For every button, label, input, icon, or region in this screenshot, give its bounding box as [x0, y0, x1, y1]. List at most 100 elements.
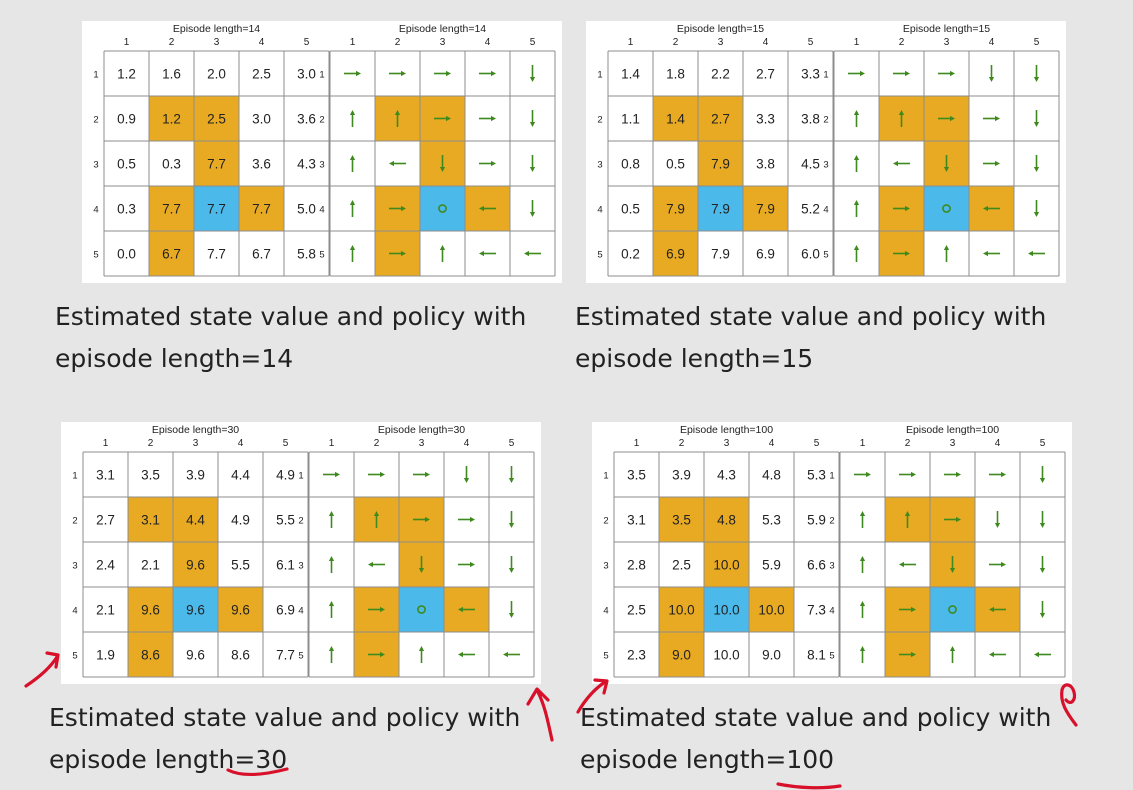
forbidden-cell	[194, 141, 239, 186]
forbidden-cell	[128, 497, 173, 542]
arrow-up-icon	[349, 155, 356, 172]
arrow-right-icon	[938, 70, 955, 77]
target-cell	[194, 186, 239, 231]
state-value-label: 7.9	[711, 247, 730, 262]
state-value-label: 4.3	[297, 157, 316, 172]
forbidden-cell	[749, 587, 794, 632]
state-value-grid-col-label: 5	[814, 438, 820, 449]
grid-cell	[698, 231, 743, 276]
arrow-up-icon	[859, 556, 866, 573]
arrow-up-icon	[853, 155, 860, 172]
state-value-grid-col-label: 5	[808, 37, 814, 48]
grid-cell	[614, 497, 659, 542]
state-value-label: 6.7	[252, 247, 271, 262]
arrow-right-icon	[389, 250, 406, 257]
forbidden-cell	[659, 587, 704, 632]
policy-grid-col-label: 1	[854, 37, 860, 48]
policy-grid-col-label: 3	[950, 438, 956, 449]
state-value-grid-row-label: 5	[597, 250, 602, 261]
state-value-label: 7.9	[711, 202, 730, 217]
grid-cell	[218, 497, 263, 542]
state-value-grid-row-label: 3	[597, 160, 602, 171]
grid-cell	[284, 96, 329, 141]
panel-figure: Episode length=30 1 2 3 4 5 1 2 3 4 5 3.1 3.5 3.9 4.4 4…	[72, 424, 535, 678]
caption-line-1: Estimated state value and policy with	[575, 302, 1047, 331]
arrow-right-icon	[848, 70, 865, 77]
arrow-right-icon	[893, 205, 910, 212]
forbidden-cell	[239, 186, 284, 231]
state-value-label: 5.2	[801, 202, 820, 217]
state-value-label: 5.9	[807, 513, 826, 528]
policy-grid-row-label: 5	[823, 250, 828, 261]
grid-cell	[743, 51, 788, 96]
arrow-left-icon	[479, 250, 496, 257]
forbidden-cell	[653, 186, 698, 231]
state-value-label: 4.9	[276, 468, 295, 483]
policy-grid-col-label: 3	[440, 37, 446, 48]
caption-line-1: Estimated state value and policy with	[580, 703, 1052, 732]
state-value-label: 8.1	[807, 648, 826, 663]
state-value-label: 5.8	[297, 247, 316, 262]
policy-grid-col-label: 2	[899, 37, 905, 48]
arrow-down-icon	[1039, 601, 1046, 618]
grid-cell	[239, 96, 284, 141]
grid-cell	[239, 51, 284, 96]
arrow-left-icon	[983, 250, 1000, 257]
policy-grid-col-label: 4	[464, 438, 470, 449]
forbidden-cell	[173, 542, 218, 587]
state-value-grid-row-label: 4	[93, 205, 98, 216]
state-value-grid-row-label: 2	[603, 516, 608, 527]
policy-grid-row-label: 5	[829, 651, 834, 662]
state-value-label: 3.5	[627, 468, 646, 483]
arrow-left-icon	[524, 250, 541, 257]
arrow-down-icon	[1039, 466, 1046, 483]
state-value-label: 5.3	[762, 513, 781, 528]
grid-cell	[149, 51, 194, 96]
state-value-grid-col-label: 4	[769, 438, 775, 449]
arrow-down-icon	[508, 466, 515, 483]
state-value-label: 10.0	[713, 648, 739, 663]
policy-grid-col-label: 4	[485, 37, 491, 48]
arrow-right-icon	[434, 70, 451, 77]
state-value-label: 7.9	[756, 202, 775, 217]
grid-cell	[83, 632, 128, 677]
arrow-up-icon	[328, 646, 335, 663]
target-cell	[420, 186, 465, 231]
state-value-label: 10.0	[713, 603, 739, 618]
state-value-label: 3.0	[252, 112, 271, 127]
grid-cell	[794, 632, 839, 677]
grid-cell	[653, 51, 698, 96]
target-cell	[704, 587, 749, 632]
state-value-grid-col-label: 2	[148, 438, 154, 449]
policy-grid-row-label: 2	[829, 516, 834, 527]
arrow-down-icon	[529, 110, 536, 127]
arrow-left-icon	[368, 561, 385, 568]
caption-line-1: Estimated state value and policy with	[55, 302, 527, 331]
arrow-left-icon	[1028, 250, 1045, 257]
policy-grid-title: Episode length=15	[903, 23, 990, 35]
arrow-right-icon	[389, 70, 406, 77]
forbidden-cell	[659, 497, 704, 542]
forbidden-cell	[659, 632, 704, 677]
grid-cell	[149, 141, 194, 186]
arrow-up-icon	[904, 511, 911, 528]
state-value-label: 3.9	[186, 468, 205, 483]
state-value-grid-col-label: 2	[679, 438, 685, 449]
state-value-label: 7.7	[207, 157, 226, 172]
arrow-down-icon	[463, 466, 470, 483]
forbidden-cell	[128, 587, 173, 632]
policy-grid-row-label: 3	[319, 160, 324, 171]
state-value-grid-row-label: 3	[72, 561, 77, 572]
forbidden-cell	[173, 497, 218, 542]
state-value-label: 2.7	[711, 112, 730, 127]
forbidden-cell	[653, 96, 698, 141]
arrow-right-icon	[983, 115, 1000, 122]
state-value-grid-row-label: 1	[597, 70, 602, 81]
arrow-right-icon	[458, 516, 475, 523]
arrow-right-icon	[944, 516, 961, 523]
state-value-label: 4.9	[231, 513, 250, 528]
state-value-grid-row-label: 5	[603, 651, 608, 662]
arrow-left-icon	[1034, 651, 1051, 658]
grid-cell	[218, 452, 263, 497]
state-value-label: 10.0	[758, 603, 784, 618]
